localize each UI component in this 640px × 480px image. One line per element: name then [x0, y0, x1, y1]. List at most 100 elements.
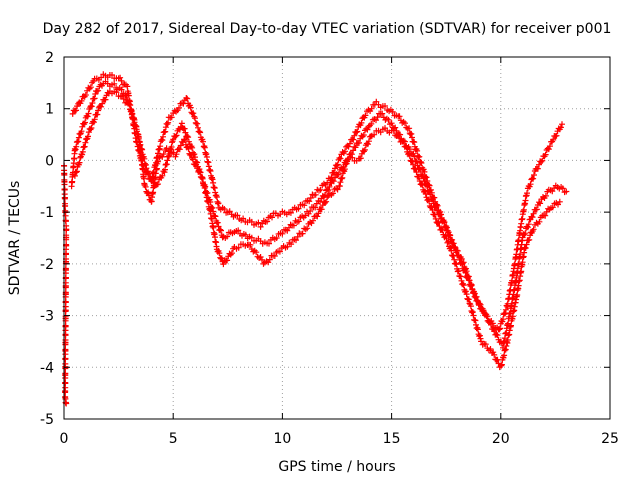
data-point — [458, 255, 465, 262]
data-point — [357, 155, 364, 162]
data-point — [374, 114, 381, 121]
data-point — [460, 282, 467, 289]
data-point — [159, 172, 166, 179]
data-point — [477, 301, 484, 308]
data-point — [304, 225, 311, 232]
data-point — [459, 260, 466, 267]
data-point — [235, 244, 242, 251]
data-point — [450, 252, 457, 259]
data-point — [388, 120, 395, 127]
data-point — [431, 211, 438, 218]
y-tick-label: 2 — [45, 50, 54, 66]
data-point — [465, 296, 472, 303]
data-point — [482, 341, 489, 348]
data-point — [145, 192, 152, 199]
data-point — [324, 179, 331, 186]
data-point — [382, 103, 388, 109]
data-point — [360, 132, 367, 138]
data-point — [78, 128, 85, 135]
data-point — [216, 250, 223, 257]
data-point — [177, 142, 184, 149]
data-point — [102, 96, 109, 103]
data-point — [365, 123, 372, 130]
data-point — [193, 161, 200, 168]
data-point — [173, 132, 180, 139]
data-point — [221, 206, 228, 212]
data-point — [523, 241, 530, 248]
x-tick-label: 20 — [492, 431, 510, 447]
data-point — [448, 247, 455, 254]
data-point — [284, 243, 291, 250]
data-point — [111, 80, 118, 87]
data-point — [455, 267, 462, 274]
data-point — [90, 119, 97, 126]
data-point — [82, 92, 89, 98]
data-point — [200, 138, 206, 145]
data-point — [418, 160, 425, 166]
data-point — [526, 236, 533, 243]
data-point — [176, 146, 183, 153]
data-point — [412, 166, 419, 173]
data-point — [315, 210, 322, 217]
data-point — [443, 224, 450, 231]
data-point — [402, 120, 408, 127]
data-point — [351, 132, 358, 139]
data-point — [266, 256, 273, 263]
data-point — [447, 232, 454, 239]
data-point — [342, 148, 348, 155]
data-point — [421, 168, 428, 175]
data-point — [185, 134, 192, 141]
data-point — [470, 289, 477, 296]
data-point — [416, 173, 422, 180]
data-point — [212, 213, 219, 220]
data-point — [444, 227, 451, 234]
data-point — [255, 219, 262, 226]
data-point — [89, 100, 96, 106]
data-point — [194, 120, 201, 127]
data-point — [524, 224, 531, 231]
data-point — [408, 130, 415, 137]
data-point — [73, 107, 79, 114]
y-tick-label: 0 — [45, 153, 54, 169]
data-point — [312, 191, 319, 198]
data-point — [542, 192, 549, 199]
data-point — [109, 72, 115, 78]
data-point — [113, 89, 120, 96]
data-point — [497, 325, 504, 332]
data-point — [326, 183, 333, 190]
axis-ticks: 0 5 10 15 20 25 -5 -4 -3 -2 -1 0 1 2 — [40, 50, 619, 447]
data-point — [423, 174, 430, 181]
data-point — [286, 224, 292, 231]
y-tick-label: -2 — [40, 257, 54, 273]
data-point — [444, 239, 451, 246]
data-point — [470, 312, 477, 319]
data-point — [559, 185, 566, 192]
data-point — [240, 215, 247, 222]
data-point — [462, 288, 469, 295]
data-point — [385, 116, 392, 123]
data-point — [411, 139, 418, 146]
data-point — [432, 215, 439, 222]
data-point — [353, 129, 360, 136]
data-point — [88, 103, 95, 110]
data-point — [451, 256, 458, 263]
data-point — [165, 119, 172, 126]
data-point — [417, 158, 424, 165]
data-point — [73, 169, 80, 176]
data-point — [77, 131, 84, 138]
data-point — [178, 120, 185, 127]
data-point — [546, 143, 553, 150]
data-point — [195, 124, 201, 131]
data-point — [168, 114, 175, 121]
data-point — [487, 346, 494, 352]
data-point — [522, 245, 529, 251]
data-point — [431, 194, 438, 201]
data-point — [530, 210, 537, 217]
data-point — [310, 217, 316, 224]
data-point — [181, 125, 188, 132]
data-point — [173, 151, 180, 158]
data-point — [563, 188, 570, 195]
data-point — [392, 124, 399, 131]
data-point — [465, 273, 472, 280]
data-point — [307, 208, 314, 214]
